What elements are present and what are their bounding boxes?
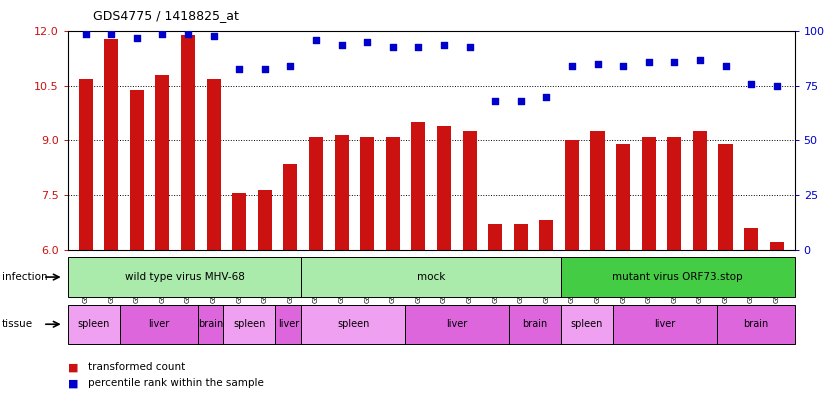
Text: spleen: spleen	[571, 319, 603, 329]
Bar	[130, 90, 144, 250]
Text: tissue: tissue	[2, 319, 33, 329]
Point	[284, 63, 297, 70]
Point	[387, 44, 400, 50]
Bar	[258, 189, 272, 250]
Bar	[437, 126, 451, 250]
Bar	[514, 224, 528, 250]
Point	[488, 98, 501, 105]
Text: mutant virus ORF73.stop: mutant virus ORF73.stop	[613, 272, 743, 282]
Text: spleen: spleen	[78, 319, 110, 329]
Text: transformed count: transformed count	[88, 362, 186, 373]
Bar	[68, 257, 301, 297]
Bar	[565, 140, 579, 250]
Bar	[68, 305, 120, 344]
Bar	[770, 242, 784, 250]
Point	[616, 63, 629, 70]
Point	[539, 94, 553, 100]
Bar	[613, 305, 717, 344]
Text: ■: ■	[68, 362, 78, 373]
Point	[156, 31, 169, 37]
Bar	[104, 39, 118, 250]
Bar	[309, 137, 323, 250]
Bar	[386, 137, 400, 250]
Point	[361, 39, 374, 46]
Point	[770, 83, 783, 89]
Point	[233, 65, 246, 72]
Point	[514, 98, 527, 105]
Point	[744, 81, 757, 87]
Bar	[539, 220, 553, 250]
Point	[642, 59, 655, 65]
Point	[437, 41, 450, 48]
Point	[591, 61, 604, 67]
Point	[182, 31, 195, 37]
Point	[335, 41, 349, 48]
Bar	[719, 144, 733, 250]
Text: ■: ■	[68, 378, 78, 388]
Text: liver: liver	[148, 319, 169, 329]
Bar	[616, 144, 630, 250]
Bar	[224, 305, 275, 344]
Bar	[335, 135, 349, 250]
Point	[463, 44, 476, 50]
Point	[259, 65, 272, 72]
Point	[105, 31, 118, 37]
Bar	[693, 131, 707, 250]
Point	[79, 31, 93, 37]
Bar	[232, 193, 246, 250]
Text: brain: brain	[743, 319, 768, 329]
Point	[207, 33, 221, 39]
Bar	[488, 224, 502, 250]
Bar	[561, 257, 795, 297]
Text: wild type virus MHV-68: wild type virus MHV-68	[125, 272, 244, 282]
Bar	[78, 79, 93, 250]
Text: mock: mock	[417, 272, 445, 282]
Bar	[406, 305, 509, 344]
Bar	[509, 305, 561, 344]
Text: liver: liver	[654, 319, 676, 329]
Bar	[717, 305, 795, 344]
Bar	[181, 35, 195, 250]
Bar	[463, 131, 477, 250]
Bar	[667, 137, 681, 250]
Bar	[206, 79, 221, 250]
Text: brain: brain	[198, 319, 223, 329]
Point	[667, 59, 681, 65]
Point	[310, 37, 323, 43]
Point	[131, 35, 144, 41]
Bar	[642, 137, 656, 250]
Bar	[744, 228, 758, 250]
Text: liver: liver	[278, 319, 299, 329]
Bar	[301, 257, 561, 297]
Text: liver: liver	[447, 319, 468, 329]
Bar	[120, 305, 197, 344]
Bar	[283, 164, 297, 250]
Bar	[591, 131, 605, 250]
Point	[412, 44, 425, 50]
Text: spleen: spleen	[337, 319, 369, 329]
Bar	[561, 305, 613, 344]
Text: percentile rank within the sample: percentile rank within the sample	[88, 378, 264, 388]
Point	[565, 63, 578, 70]
Bar	[197, 305, 224, 344]
Text: GDS4775 / 1418825_at: GDS4775 / 1418825_at	[93, 9, 239, 22]
Text: spleen: spleen	[233, 319, 266, 329]
Bar	[275, 305, 301, 344]
Text: brain: brain	[522, 319, 548, 329]
Bar	[411, 122, 425, 250]
Text: infection: infection	[2, 272, 47, 282]
Bar	[155, 75, 169, 250]
Bar	[301, 305, 406, 344]
Point	[693, 57, 706, 63]
Point	[719, 63, 732, 70]
Bar	[360, 137, 374, 250]
